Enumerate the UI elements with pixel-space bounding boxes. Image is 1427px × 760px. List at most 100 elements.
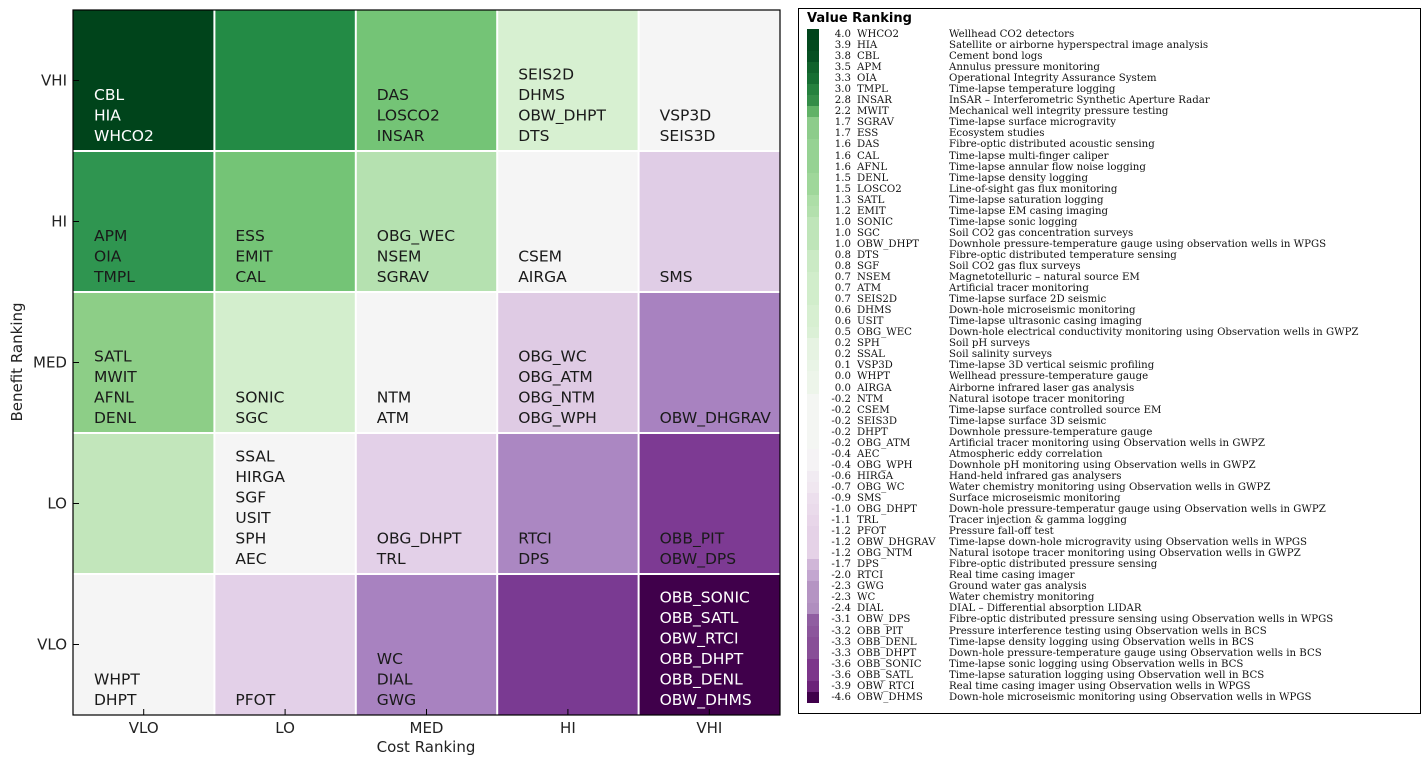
legend-row: -3.1 OBW_DPS Fibre-optic distributed press… bbox=[807, 614, 1419, 626]
legend-title: Value Ranking bbox=[807, 11, 912, 26]
matrix-cell-lo-hi: RTCI DPS bbox=[498, 434, 638, 573]
matrix-cell-label: HIA bbox=[94, 107, 121, 125]
legend-color-swatch bbox=[807, 393, 819, 405]
legend-code: LOSCO2 bbox=[857, 183, 902, 195]
legend-value: -0.7 bbox=[831, 481, 851, 493]
legend-code: OBB_SATL bbox=[857, 669, 913, 681]
legend-value: -0.2 bbox=[831, 415, 851, 427]
legend-row: 0.0 WHPT Wellhead pressure-temperature gau… bbox=[807, 371, 1419, 383]
matrix-cell-label: SATL bbox=[94, 348, 132, 366]
legend-row: 1.6 AFNL Time-lapse annular flow noise log… bbox=[807, 161, 1419, 173]
legend-value: 2.8 bbox=[834, 95, 851, 107]
y-axis-label: Benefit Ranking bbox=[8, 302, 26, 421]
matrix-cell-vhi-vlo: CBL HIA WHCO2 bbox=[73, 10, 214, 150]
matrix-cell-label: DPS bbox=[518, 550, 549, 568]
legend-color-swatch bbox=[807, 680, 819, 692]
matrix-cell-label: WHPT bbox=[94, 671, 140, 689]
matrix-cell-label: OBW_DHPT bbox=[518, 107, 606, 126]
legend-code: SGC bbox=[857, 227, 880, 239]
matrix-cell-fill bbox=[498, 152, 638, 291]
legend-color-swatch bbox=[807, 194, 819, 206]
legend-row: 1.0 SGC Soil CO2 gas concentration surveys bbox=[807, 227, 1419, 239]
legend-code: OBG_WEC bbox=[857, 327, 912, 339]
legend-code: HIRGA bbox=[857, 470, 894, 482]
legend-row: 1.3 SATL Time-lapse saturation logging bbox=[807, 194, 1419, 206]
matrix-cell-label: DHMS bbox=[518, 86, 565, 104]
legend-value: 0.0 bbox=[834, 371, 851, 383]
legend-row: 1.7 SGRAV Time-lapse surface microgravity bbox=[807, 117, 1419, 129]
legend-color-swatch bbox=[807, 294, 819, 306]
legend-value: 3.0 bbox=[834, 84, 851, 96]
legend-color-swatch bbox=[807, 404, 819, 416]
legend-color-swatch bbox=[807, 51, 819, 63]
legend-code: VSP3D bbox=[857, 360, 893, 372]
legend-description: Time-lapse temperature logging bbox=[949, 84, 1116, 96]
legend-value: -3.1 bbox=[831, 614, 851, 626]
matrix-cell-label: AEC bbox=[235, 550, 266, 568]
legend-value: 0.2 bbox=[834, 338, 851, 350]
matrix-cell-label: OBG_WPH bbox=[518, 409, 597, 428]
matrix-cell-label: APM bbox=[94, 227, 127, 245]
matrix-cell-label: OBG_WC bbox=[518, 348, 586, 367]
legend-description: Down-hole electrical conductivity monito… bbox=[949, 327, 1359, 339]
matrix-cell-vhi-lo bbox=[215, 10, 355, 150]
y-tick-label: HI bbox=[51, 213, 67, 231]
legend-value: -3.9 bbox=[831, 680, 851, 692]
legend-row: 0.8 SGF Soil CO2 gas flux surveys bbox=[807, 260, 1419, 273]
legend-color-swatch bbox=[807, 426, 819, 438]
legend-color-swatch bbox=[807, 614, 819, 626]
legend-value: 4.0 bbox=[834, 29, 851, 40]
legend-code: WC bbox=[857, 592, 876, 604]
legend-value: -2.3 bbox=[831, 581, 851, 593]
matrix-cell-label: HIRGA bbox=[235, 468, 285, 486]
legend-row: 0.2 SSAL Soil salinity surveys bbox=[807, 349, 1419, 361]
legend-color-swatch bbox=[807, 249, 819, 261]
matrix-cell-label: TRL bbox=[376, 550, 406, 568]
legend-value: 0.7 bbox=[834, 283, 851, 295]
legend-code: APM bbox=[857, 62, 882, 74]
legend-color-swatch bbox=[807, 581, 819, 593]
legend-value: 0.8 bbox=[834, 249, 851, 261]
matrix-cell-label: SGC bbox=[235, 409, 268, 427]
legend-row: -3.9 OBW_RTCI Real time casing imager usin… bbox=[807, 680, 1419, 692]
legend-code: SONIC bbox=[857, 216, 894, 228]
matrix-cell-label: INSAR bbox=[377, 127, 425, 145]
legend-color-swatch bbox=[807, 172, 819, 184]
legend-code: OBW_DHPT bbox=[857, 238, 920, 250]
legend-code: USIT bbox=[857, 316, 884, 328]
matrix-cell-fill bbox=[639, 575, 780, 715]
legend-description: Fibre-optic distributed pressure sensing bbox=[949, 559, 1158, 571]
legend-row: -0.2 NTM Natural isotope tracer monitoring bbox=[807, 393, 1419, 405]
legend-description: Time-lapse multi-finger caliper bbox=[949, 150, 1109, 162]
legend-color-swatch bbox=[807, 183, 819, 195]
legend-code: SEIS3D bbox=[857, 415, 898, 427]
legend-code: OBG_NTM bbox=[857, 548, 913, 560]
legend-value: 1.0 bbox=[834, 238, 851, 250]
legend-value: -1.7 bbox=[831, 559, 851, 571]
legend-color-swatch bbox=[807, 515, 819, 527]
legend-code: OBG_WC bbox=[857, 481, 905, 493]
legend-description: Time-lapse annular flow noise logging bbox=[949, 161, 1146, 173]
legend-description: Fibre-optic distributed acoustic sensing bbox=[949, 139, 1155, 151]
matrix-cell-fill bbox=[73, 10, 214, 150]
legend-code: WHPT bbox=[857, 371, 891, 383]
matrix-cell-label: CBL bbox=[94, 86, 124, 104]
legend-value: -2.0 bbox=[831, 570, 851, 582]
matrix-cell-label: AFNL bbox=[94, 389, 134, 407]
legend-value: -0.4 bbox=[831, 459, 851, 471]
matrix-cell-fill bbox=[639, 152, 780, 291]
legend-description: Natural isotope tracer monitoring bbox=[949, 393, 1125, 405]
legend-row: 0.6 USIT Time-lapse ultrasonic casing imag… bbox=[807, 316, 1419, 328]
x-axis-label: Cost Ranking bbox=[377, 738, 476, 756]
matrix-cell-med-lo: SONIC SGC bbox=[215, 293, 355, 432]
legend-value: 2.2 bbox=[834, 106, 851, 118]
legend-description: Natural isotope tracer monitoring using … bbox=[949, 548, 1301, 560]
legend-code: RTCI bbox=[857, 570, 884, 582]
legend-code: DIAL bbox=[857, 603, 884, 615]
legend-color-swatch bbox=[807, 327, 819, 339]
legend-value: 1.6 bbox=[834, 161, 851, 173]
matrix-cell-fill bbox=[73, 575, 214, 715]
legend-code: DHPT bbox=[857, 426, 888, 438]
legend-color-swatch bbox=[807, 658, 819, 670]
legend-row: 0.7 ATM Artificial tracer monitoring bbox=[807, 283, 1419, 295]
